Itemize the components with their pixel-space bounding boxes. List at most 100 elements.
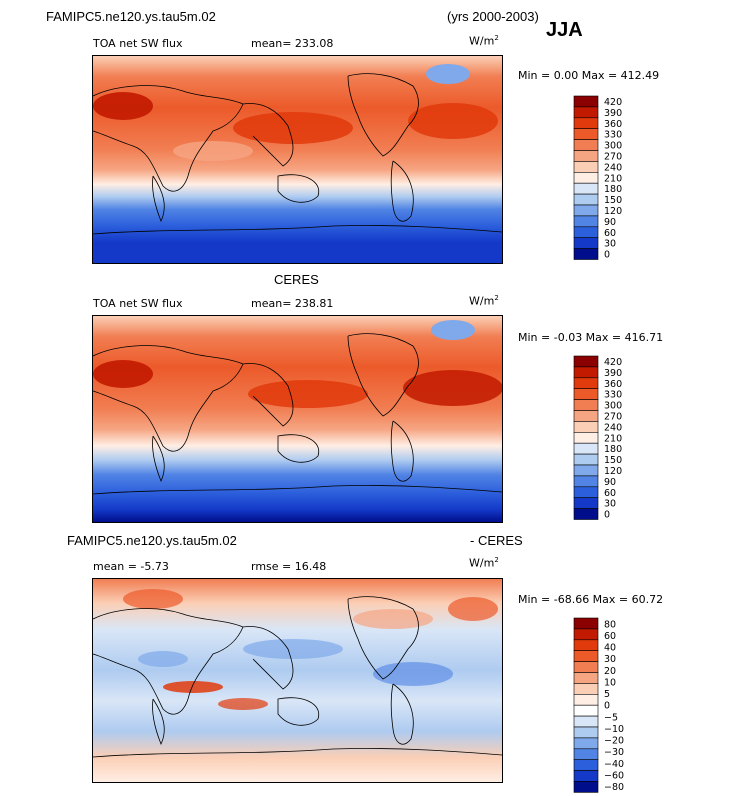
colorbar-swatch <box>573 182 599 195</box>
colorbar-tick-label: 60 <box>604 488 616 499</box>
colorbar-tick-label: 60 <box>604 228 616 239</box>
colorbar-swatch <box>573 399 599 411</box>
panel1-left-label: TOA net SW flux <box>93 37 183 50</box>
panel3-rmse-label: rmse = 16.48 <box>251 560 327 573</box>
years-label: (yrs 2000-2003) <box>447 9 539 24</box>
colorbar-tick-label: 0 <box>604 510 610 521</box>
colorbar-tick-label: −5 <box>604 712 618 723</box>
colorbar-difference: 80 60 40 30 20 10 5 0 −5 −10 −20 −30 −40 −60 −80 <box>573 617 644 795</box>
colorbar-tick-label: 210 <box>604 173 622 184</box>
colorbar-tick-label: 270 <box>604 411 622 422</box>
panel1-units: W/m2 <box>469 34 499 48</box>
map-ceres-sw-flux <box>92 315 503 523</box>
colorbar-swatch <box>573 737 599 750</box>
panel2-units: W/m2 <box>469 294 499 308</box>
colorbar-tick-label: 300 <box>604 141 622 152</box>
colorbar-tick-label: 420 <box>604 97 622 108</box>
colorbar-swatch <box>573 475 599 488</box>
colorbar-tick-label: 270 <box>604 151 622 162</box>
panel3-title-left: FAMIPC5.ne120.ys.tau5m.02 <box>67 533 237 548</box>
map-model-sw-flux <box>92 55 503 264</box>
colorbar-swatch <box>573 432 599 444</box>
colorbar-tick-label: 0 <box>604 250 610 261</box>
colorbar-tick-label: 300 <box>604 401 622 412</box>
colorbar-swatch <box>573 388 599 400</box>
colorbar-swatch <box>573 248 599 260</box>
colorbar-tick-label: 240 <box>604 422 622 433</box>
colorbar-tick-label: 80 <box>604 619 616 630</box>
colorbar-tick-label: 120 <box>604 466 622 477</box>
colorbar-swatch <box>573 694 599 706</box>
colorbar-swatch <box>573 704 599 717</box>
colorbar-swatch <box>573 366 599 379</box>
panel1-minmax: Min = 0.00 Max = 412.49 <box>518 69 660 82</box>
colorbar-swatch <box>573 726 599 739</box>
colorbar-swatch <box>573 508 599 520</box>
colorbar-tick-label: −80 <box>604 782 624 793</box>
colorbar-swatch <box>573 355 599 368</box>
panel3-minmax: Min = -68.66 Max = 60.72 <box>518 593 664 606</box>
colorbar-swatch <box>573 172 599 184</box>
colorbar-tick-label: 30 <box>604 239 616 250</box>
colorbar-swatch <box>573 128 599 140</box>
colorbar-swatch <box>573 650 599 662</box>
colorbar-tick-label: 180 <box>604 444 622 455</box>
colorbar-swatch <box>573 683 599 695</box>
colorbar-tick-label: 240 <box>604 162 622 173</box>
colorbar-model: 420 390 360 330 300 270 240 210 180 150 120 90 60 30 0 <box>573 95 644 262</box>
colorbar-swatch <box>573 117 599 129</box>
colorbar-tick-label: 5 <box>604 689 610 700</box>
colorbar-swatch <box>573 161 599 173</box>
colorbar-tick-label: 40 <box>604 643 616 654</box>
colorbar-swatch <box>573 204 599 217</box>
colorbar-swatch <box>573 193 599 206</box>
colorbar-swatch <box>573 464 599 477</box>
colorbar-tick-label: −30 <box>604 747 624 758</box>
colorbar-swatch <box>573 759 599 771</box>
colorbar-tick-label: 360 <box>604 379 622 390</box>
colorbar-tick-label: 210 <box>604 433 622 444</box>
colorbar-swatch <box>573 497 599 509</box>
colorbar-tick-label: 390 <box>604 108 622 119</box>
colorbar-swatch <box>573 150 599 162</box>
colorbar-swatch <box>573 639 599 651</box>
colorbar-tick-label: −20 <box>604 736 624 747</box>
panel2-minmax: Min = -0.03 Max = 416.71 <box>518 331 664 344</box>
colorbar-tick-label: 390 <box>604 368 622 379</box>
colorbar-tick-label: 90 <box>604 217 616 228</box>
colorbar-tick-label: 330 <box>604 390 622 401</box>
colorbar-swatch <box>573 95 599 108</box>
colorbar-swatch <box>573 715 599 728</box>
panel3-units: W/m2 <box>469 556 499 570</box>
colorbar-swatch <box>573 442 599 455</box>
colorbar-tick-label: 60 <box>604 631 616 642</box>
colorbar-tick-label: 420 <box>604 357 622 368</box>
panel3-title-right: - CERES <box>470 533 523 548</box>
colorbar-tick-label: 330 <box>604 130 622 141</box>
colorbar-swatch <box>573 672 599 684</box>
colorbar-tick-label: 0 <box>604 701 610 712</box>
colorbar-swatch <box>573 781 599 793</box>
colorbar-tick-label: 360 <box>604 119 622 130</box>
panel3-mean-label: mean = -5.73 <box>93 560 169 573</box>
colorbar-tick-label: 150 <box>604 455 622 466</box>
colorbar-swatch <box>573 139 599 151</box>
colorbar-swatch <box>573 617 599 630</box>
colorbar-ceres: 420 390 360 330 300 270 240 210 180 150 120 90 60 30 0 <box>573 355 644 522</box>
colorbar-swatch <box>573 453 599 466</box>
case-title: FAMIPC5.ne120.ys.tau5m.02 <box>46 9 216 24</box>
colorbar-swatch <box>573 106 599 119</box>
colorbar-swatch <box>573 421 599 433</box>
panel1-mean-label: mean= 233.08 <box>251 37 334 50</box>
panel2-mean-label: mean= 238.81 <box>251 297 334 310</box>
colorbar-tick-label: 30 <box>604 654 616 665</box>
colorbar-tick-label: 30 <box>604 499 616 510</box>
colorbar-tick-label: −10 <box>604 724 624 735</box>
colorbar-tick-label: −60 <box>604 770 624 781</box>
season-label: JJA <box>546 19 583 41</box>
colorbar-swatch <box>573 377 599 389</box>
colorbar-tick-label: 10 <box>604 677 616 688</box>
